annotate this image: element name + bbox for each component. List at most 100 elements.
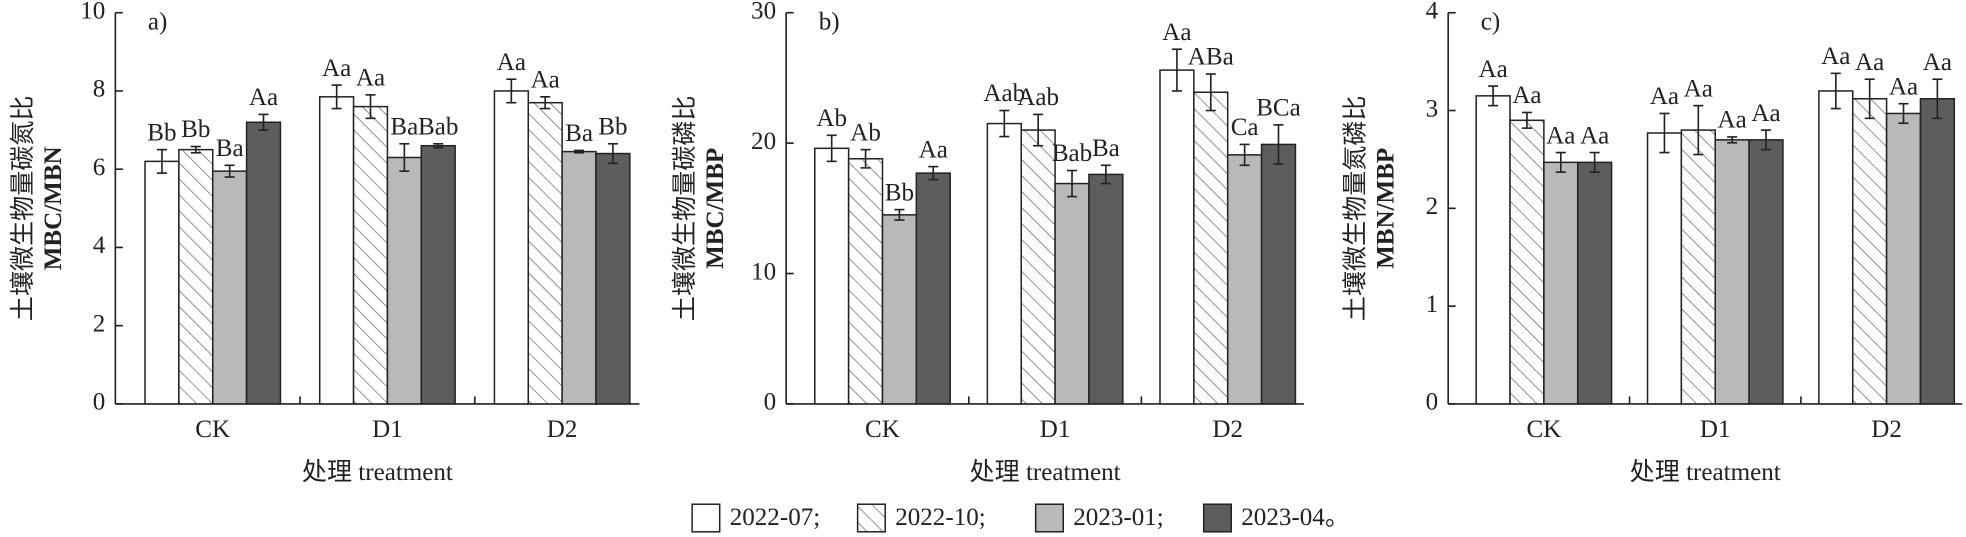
bar [595,152,631,405]
bar [1088,173,1124,405]
y-axis-label: 土壤微生物量氮磷比 [1342,96,1370,322]
bar [814,147,850,405]
legend-label: 2022-07; [730,504,821,531]
significance-letter: Bb [598,113,627,140]
x-tick-label: D2 [547,416,578,443]
significance-letter: Ab [816,105,847,132]
significance-letter: Aa [322,55,351,82]
y-tick-label: 4 [93,232,106,259]
significance-letter: Bab [418,113,458,140]
y-tick-label: 3 [1426,95,1439,122]
significance-letter: Aa [1751,100,1780,127]
x-tick-label: CK [865,416,900,443]
bar [1680,129,1716,405]
y-tick-label: 2 [93,310,106,337]
significance-letter: Ba [565,120,593,147]
bar [386,156,423,405]
bar [847,158,884,405]
bar [352,105,389,405]
x-tick-label: D1 [372,416,403,443]
significance-letter: Aa [1650,83,1679,110]
legend-swatch [856,503,886,533]
bar [1260,143,1297,405]
significance-letter: Aa [1889,73,1918,100]
legend-swatch [1202,503,1233,533]
bar [1543,161,1579,405]
significance-letter: Aa [1512,82,1541,109]
significance-letter: Aa [1684,75,1713,102]
bar [1509,119,1545,405]
legend-swatch [1034,503,1064,533]
significance-letter: Bb [181,116,210,143]
significance-letter: Aa [1580,122,1609,149]
bar [1714,139,1750,405]
bar [1646,132,1683,405]
y-tick-label: 4 [1426,0,1439,24]
significance-letter: Aa [1546,122,1575,149]
significance-letter: Aa [356,65,385,92]
x-axis-label: 处理 treatment [970,458,1121,486]
x-tick-label: CK [195,416,230,443]
bar [1885,112,1922,405]
significance-letter: Ca [1231,114,1259,141]
significance-letter: Ba [390,113,418,140]
bar [1818,90,1854,405]
x-axis-label: 处理 treatment [1630,458,1781,486]
significance-letter: Bb [147,119,176,146]
bar [318,96,355,405]
significance-letter: Aa [1478,56,1507,83]
significance-letter: Aa [249,84,278,111]
bar [144,160,180,405]
x-tick-label: CK [1526,416,1561,443]
x-tick-label: D1 [1040,416,1071,443]
y-axis-label: MBN/MBP [1373,148,1400,269]
x-tick-label: D1 [1700,416,1731,443]
bar [1748,139,1784,405]
y-tick-label: 2 [1426,193,1439,220]
x-tick-label: D2 [1212,416,1243,443]
panel-label: a) [148,9,167,36]
y-tick-label: 8 [93,76,106,103]
significance-letter: Bab [1052,140,1092,167]
significance-letter: Ba [216,135,244,162]
y-tick-label: 0 [1426,389,1439,416]
bar [561,150,597,405]
significance-letter: Aa [1162,19,1191,46]
bar [211,170,248,405]
y-axis-label: 土壤微生物量碳氮比 [9,96,37,322]
bar [1576,161,1613,405]
bar [527,101,563,405]
legend-label: 2023-04。 [1241,504,1350,531]
bar [493,90,530,405]
panel-label: b) [819,9,840,36]
significance-letter: Aa [531,67,560,94]
significance-letter: Bb [885,179,914,206]
significance-letter: Aa [497,49,526,76]
y-tick-label: 20 [751,128,776,155]
significance-letter: Aa [919,136,948,163]
y-tick-label: 30 [751,0,776,24]
y-axis-label: MBC/MBP [702,148,729,269]
y-tick-label: 0 [93,389,106,416]
bar [881,214,918,405]
y-tick-label: 10 [751,258,776,285]
bar [1475,95,1511,405]
panel-label: c) [1481,9,1500,36]
significance-letter: Ba [1092,135,1120,162]
bar [1020,129,1056,405]
x-tick-label: D2 [1871,416,1902,443]
bar [1226,154,1263,405]
bar [1054,182,1090,405]
significance-letter: Aa [1923,49,1952,76]
bar [245,121,282,405]
legend-label: 2022-10; [895,504,986,531]
y-axis-label: MBC/MBN [40,146,67,270]
bar [1919,98,1956,405]
y-tick-label: 10 [80,0,105,24]
bar [420,144,456,405]
significance-letter: Aa [1855,49,1884,76]
y-tick-label: 0 [764,389,777,416]
bar [1851,98,1888,405]
significance-letter: BCa [1256,95,1301,122]
bar [1193,91,1229,405]
